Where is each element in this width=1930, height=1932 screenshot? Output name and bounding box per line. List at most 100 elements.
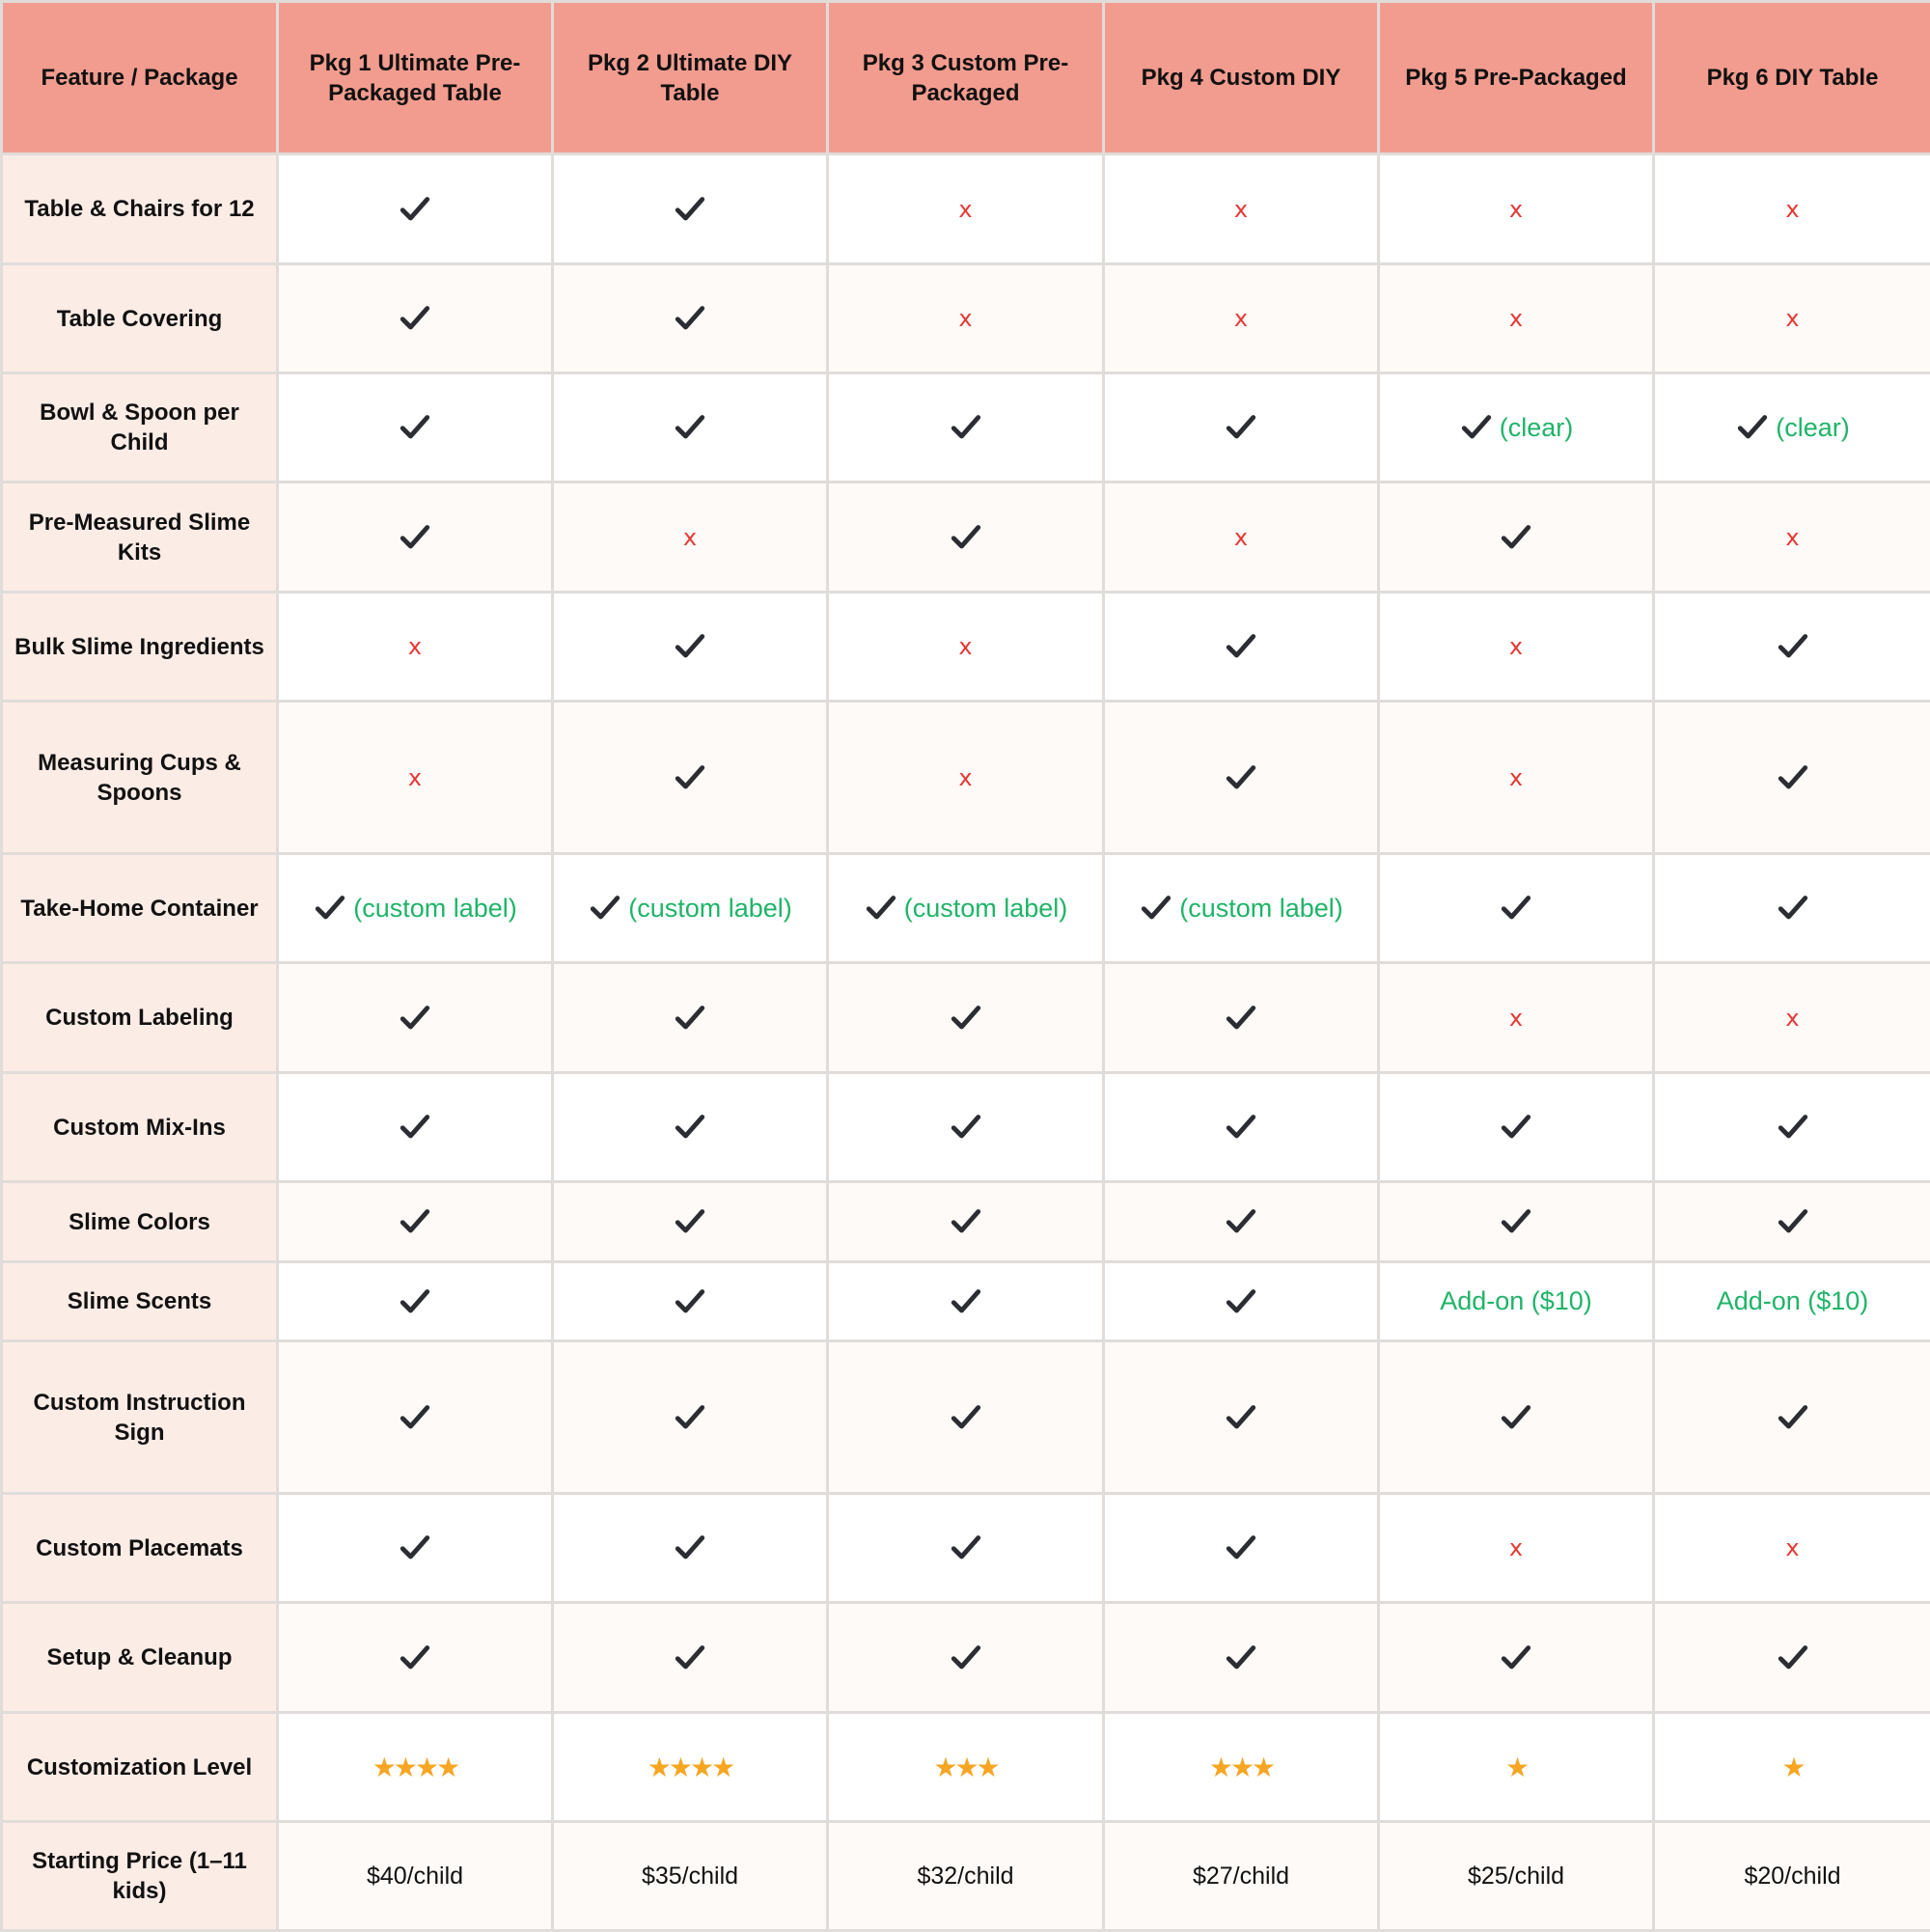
cross-mark: x: [1785, 305, 1799, 332]
feature-cell: [278, 1603, 553, 1713]
feature-cell: ★★★★: [278, 1713, 553, 1822]
check-icon: [1224, 629, 1258, 664]
cross-mark: x: [958, 764, 972, 791]
feature-cell: x: [278, 593, 553, 702]
feature-cell: [553, 1494, 828, 1603]
table-row: Custom Instruction Sign: [2, 1341, 1930, 1494]
feature-label: Measuring Cups & Spoons: [2, 702, 278, 854]
feature-cell: [1104, 1603, 1379, 1713]
star-rating: ★★★: [1209, 1752, 1273, 1783]
feature-cell: [1104, 373, 1379, 483]
addon-note: Add-on ($10): [1717, 1286, 1869, 1315]
feature-cell: x: [1379, 963, 1654, 1073]
package-header-4: Pkg 4 Custom DIY: [1104, 2, 1379, 154]
table-row: Custom Labeling x x: [2, 963, 1930, 1073]
feature-cell: ★: [1379, 1713, 1654, 1822]
feature-cell: [828, 483, 1104, 593]
feature-cell: $20/child: [1654, 1822, 1930, 1931]
feature-cell: [553, 1603, 828, 1713]
cross-mark: x: [958, 305, 972, 332]
cross-mark: x: [1785, 196, 1799, 223]
star-rating: ★: [1505, 1752, 1527, 1783]
feature-cell: [1104, 1341, 1379, 1494]
feature-cell: x: [828, 264, 1104, 373]
check-note: (clear): [1776, 413, 1850, 442]
cross-mark: x: [1509, 1534, 1523, 1561]
feature-cell: (clear): [1379, 373, 1654, 483]
star-rating: ★: [1781, 1752, 1803, 1783]
feature-label: Customization Level: [2, 1713, 278, 1822]
package-header-5: Pkg 5 Pre-Packaged: [1379, 2, 1654, 154]
feature-cell: [278, 154, 553, 264]
check-icon: [673, 1110, 707, 1145]
feature-label: Take-Home Container: [2, 854, 278, 963]
feature-cell: (custom label): [1104, 854, 1379, 963]
check-icon: [1224, 1531, 1258, 1565]
check-icon: [1499, 520, 1533, 555]
feature-label: Bowl & Spoon per Child: [2, 373, 278, 483]
feature-cell: [553, 1182, 828, 1262]
feature-cell: [828, 373, 1104, 483]
feature-cell: [278, 1262, 553, 1341]
cross-mark: x: [958, 196, 972, 223]
check-icon: [313, 891, 347, 925]
feature-cell: [1104, 1262, 1379, 1341]
check-icon: [398, 1400, 432, 1435]
feature-cell: [1654, 1073, 1930, 1182]
feature-cell: [828, 1182, 1104, 1262]
feature-label: Starting Price (1–11 kids): [2, 1822, 278, 1931]
feature-cell: [1104, 593, 1379, 702]
check-note: (custom label): [1179, 894, 1343, 923]
feature-cell: x: [1654, 963, 1930, 1073]
check-icon: [398, 520, 432, 555]
feature-cell: [553, 264, 828, 373]
feature-label: Table & Chairs for 12: [2, 154, 278, 264]
check-icon: [1776, 1400, 1810, 1435]
feature-cell: [278, 1182, 553, 1262]
feature-cell: $25/child: [1379, 1822, 1654, 1931]
feature-cell: $27/child: [1104, 1822, 1379, 1931]
feature-cell: x: [828, 702, 1104, 854]
check-icon: [1459, 410, 1494, 445]
feature-cell: [553, 154, 828, 264]
feature-cell: [553, 373, 828, 483]
check-icon: [1776, 1204, 1810, 1239]
check-icon: [398, 1284, 432, 1319]
check-icon: [673, 1400, 707, 1435]
feature-cell: (custom label): [828, 854, 1104, 963]
check-icon: [673, 1284, 707, 1319]
feature-cell: [1379, 1182, 1654, 1262]
feature-cell: Add-on ($10): [1654, 1262, 1930, 1341]
table-row: Custom Mix-Ins: [2, 1073, 1930, 1182]
feature-cell: [1104, 702, 1379, 854]
feature-cell: x: [1654, 264, 1930, 373]
check-icon: [1224, 1400, 1258, 1435]
feature-cell: [828, 1494, 1104, 1603]
package-header-2: Pkg 2 Ultimate DIY Table: [553, 2, 828, 154]
check-icon: [949, 1641, 983, 1675]
feature-label: Custom Labeling: [2, 963, 278, 1073]
feature-cell: ★★★: [1104, 1713, 1379, 1822]
check-icon: [949, 1284, 983, 1319]
feature-cell: [1104, 1073, 1379, 1182]
cross-mark: x: [1785, 1005, 1799, 1032]
check-icon: [1776, 1641, 1810, 1675]
feature-cell: [553, 702, 828, 854]
price-value: $25/child: [1468, 1863, 1564, 1890]
table-row: Customization Level★★★★★★★★★★★★★★★★: [2, 1713, 1930, 1822]
check-icon: [673, 629, 707, 664]
feature-cell: [1654, 1182, 1930, 1262]
feature-label: Slime Scents: [2, 1262, 278, 1341]
check-icon: [673, 1204, 707, 1239]
package-header-3: Pkg 3 Custom Pre-Packaged: [828, 2, 1104, 154]
star-rating: ★★★★: [648, 1752, 732, 1783]
check-icon: [398, 1531, 432, 1565]
feature-label: Pre-Measured Slime Kits: [2, 483, 278, 593]
feature-label: Slime Colors: [2, 1182, 278, 1262]
